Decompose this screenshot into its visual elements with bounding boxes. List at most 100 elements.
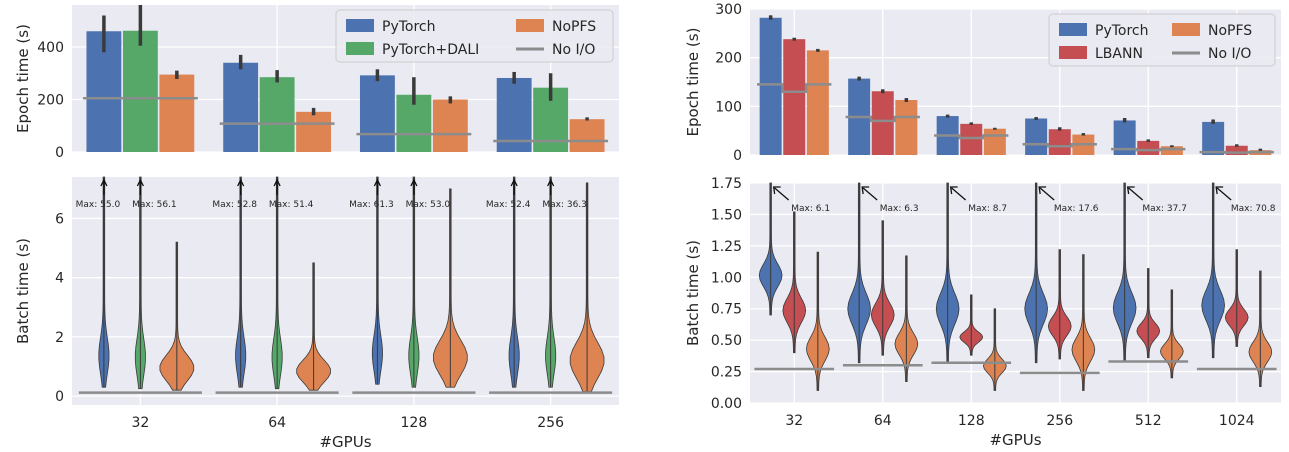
y-tick-label: 1.00	[711, 270, 742, 286]
chart-right-batch: 0.00 0.25 0.50 0.75 1.00 1.25 1.50 1.75 Batch ti…	[684, 176, 1281, 449]
noio-line-512	[1111, 147, 1186, 152]
legend-swatch-pytorch	[346, 19, 374, 32]
bar-lbann-128	[960, 123, 983, 155]
bar-nopfs-32	[806, 50, 829, 155]
bar-pytorch-32	[759, 17, 782, 156]
bar-pytorch-64	[223, 62, 259, 152]
x-tick-label: 64	[874, 413, 892, 429]
max-arrow-head	[373, 178, 381, 187]
plot-area	[750, 183, 1281, 403]
y-tick-label: 4	[55, 271, 64, 287]
bar-pytorchdali-32	[122, 30, 158, 153]
max-annotation: Max: 70.8	[1231, 204, 1276, 214]
legend-swatch-nopfs	[516, 19, 544, 32]
legend-label: PyTorch	[1095, 23, 1148, 39]
bar-nopfs-128	[983, 128, 1006, 155]
y-tick-label: 1.75	[711, 176, 742, 192]
max-annotation: Max: 51.4	[269, 200, 314, 210]
noio-line-32	[757, 83, 832, 93]
legend: PyTorch PyTorch+DALI NoPFS No I/O	[335, 9, 614, 63]
max-annotation: Max: 55.0	[76, 200, 121, 210]
max-annotation: Max: 36.3	[542, 200, 587, 210]
x-tick-label: 128	[401, 415, 428, 431]
bar-nopfs-64	[895, 100, 918, 155]
bar-nopfs-128	[432, 99, 468, 152]
y-axis-label: Batch time (s)	[14, 238, 32, 344]
bar-pytorch-512	[1113, 120, 1136, 155]
legend-swatch-nopfs	[1172, 23, 1200, 36]
noio-line-64	[845, 115, 920, 123]
y-axis-label: Epoch time (s)	[14, 24, 32, 133]
bar-lbann-512	[1137, 140, 1160, 155]
y-tick-label: 0	[55, 145, 64, 161]
max-arrow-head	[861, 186, 870, 195]
max-arrow-head	[949, 186, 958, 195]
bar-lbann-1024	[1225, 145, 1248, 155]
bar-nopfs-512	[1160, 146, 1183, 155]
y-axis-label: Batch time (s)	[684, 240, 702, 346]
bar-nopfs-32	[159, 74, 195, 152]
legend: PyTorch LBANN NoPFS No I/O	[1048, 13, 1276, 67]
max-annotation: Max: 53.0	[406, 200, 451, 210]
chart-right-epoch: 0 100 200 300 Epoch time (s) PyTorch LBANN NoPF…	[684, 2, 1281, 164]
max-annotation: Max: 8.7	[968, 204, 1007, 214]
max-annotation: Max: 52.4	[486, 200, 531, 210]
y-tick-label: 100	[715, 99, 742, 115]
y-tick-label: 1.50	[711, 207, 742, 223]
plot-area	[72, 177, 619, 405]
y-tick-label: 300	[715, 2, 742, 18]
max-arrow-head	[1038, 186, 1047, 195]
legend-label: LBANN	[1095, 46, 1143, 62]
bar-lbann-64	[871, 91, 894, 155]
x-axis-label: #GPUs	[319, 433, 371, 451]
bar-nopfs-64	[296, 111, 332, 152]
bar-pytorch-1024	[1202, 121, 1225, 155]
bar-pytorch-128	[359, 75, 395, 152]
bar-nopfs-256	[569, 119, 605, 152]
bar-lbann-32	[783, 39, 806, 155]
max-arrow-head	[510, 178, 518, 187]
y-tick-label: 0	[733, 148, 742, 164]
x-tick-label: 512	[1135, 413, 1162, 429]
legend-label: NoPFS	[1208, 23, 1252, 39]
y-tick-label: 0.75	[711, 302, 742, 318]
noio-line-256	[1022, 143, 1097, 148]
x-tick-label: 128	[958, 413, 985, 429]
max-annotation: Max: 6.3	[880, 204, 919, 214]
max-arrow-head	[1126, 186, 1135, 195]
legend-swatch-pytorchdali	[346, 42, 374, 55]
x-tick-label: 256	[537, 415, 564, 431]
max-annotation: Max: 17.6	[1054, 204, 1099, 214]
chart-left-batch: 0 2 4 6 Batch time (s) Max: 55.0 Max: 56.1 Max:…	[14, 176, 619, 451]
max-arrow-head	[1215, 186, 1224, 195]
x-tick-label: 256	[1046, 413, 1073, 429]
y-tick-label: 0.25	[711, 365, 742, 381]
legend-swatch-lbann	[1059, 46, 1087, 59]
x-tick-label: 32	[131, 415, 149, 431]
y-tick-label: 200	[37, 93, 64, 109]
y-tick-label: 400	[37, 40, 64, 56]
bar-pytorchdali-64	[259, 77, 295, 152]
max-arrow-head	[772, 186, 781, 195]
max-arrow-head	[273, 178, 281, 187]
max-arrow	[1039, 187, 1055, 201]
noio-line-128	[934, 134, 1009, 140]
y-tick-label: 2	[55, 330, 64, 346]
bar-pytorch-256	[1025, 118, 1048, 155]
max-arrow	[1216, 187, 1232, 201]
chart-left-epoch: 0 200 400 Epoch time (s) PyTorch PyTorch+DALI…	[14, 5, 619, 161]
max-annotation: Max: 37.7	[1142, 204, 1187, 214]
max-arrow-head	[410, 178, 418, 187]
legend-label: No I/O	[1208, 46, 1251, 62]
bar-lbann-256	[1048, 129, 1071, 155]
bar-pytorch-256	[496, 77, 532, 152]
max-annotation: Max: 61.3	[349, 200, 394, 210]
legend-box	[1048, 13, 1276, 67]
max-arrow	[951, 187, 967, 201]
y-tick-label: 0.50	[711, 333, 742, 349]
x-axis-label: #GPUs	[989, 431, 1041, 449]
legend-swatch-pytorch	[1059, 23, 1087, 36]
legend-label: NoPFS	[552, 19, 596, 35]
max-arrow-head	[100, 178, 108, 187]
x-tick-label: 64	[268, 415, 286, 431]
